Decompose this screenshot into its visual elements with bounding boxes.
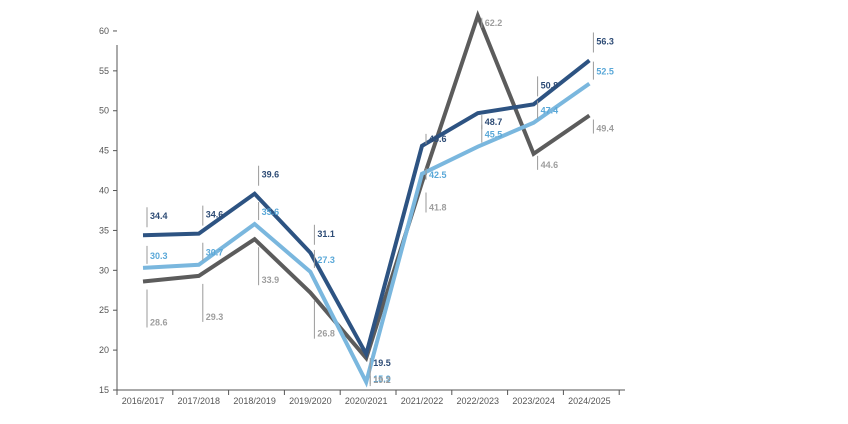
data-label: 34.6 [206, 210, 224, 220]
series-line-2 [142, 10, 591, 363]
series-line-1 [142, 81, 591, 388]
data-label: 62.2 [485, 18, 503, 28]
data-label: 29.3 [206, 312, 224, 322]
y-tick-label: 25 [99, 305, 109, 315]
series-line-0 [142, 58, 591, 360]
data-label: 30.3 [150, 251, 168, 261]
x-tick-label: 2016/2017 [122, 396, 165, 406]
data-label: 27.3 [317, 255, 335, 265]
data-label: 41.8 [429, 203, 447, 213]
data-label: 44.6 [541, 160, 559, 170]
data-label: 33.9 [262, 275, 280, 285]
data-label: 19.2 [373, 375, 391, 385]
x-tick-label: 2019/2020 [289, 396, 332, 406]
y-tick-label: 35 [99, 225, 109, 235]
data-label: 42.5 [429, 170, 447, 180]
y-tick-label: 55 [99, 66, 109, 76]
data-label: 30.7 [206, 248, 224, 258]
data-label: 48.7 [485, 117, 503, 127]
data-label: 47.4 [541, 106, 559, 116]
x-tick-label: 2024/2025 [568, 396, 611, 406]
x-tick-label: 2022/2023 [457, 396, 500, 406]
data-label: 34.4 [150, 211, 168, 221]
y-tick-label: 45 [99, 146, 109, 156]
y-tick-label: 15 [99, 385, 109, 395]
data-label: 35.6 [262, 207, 280, 217]
data-label: 15.9 [373, 374, 391, 384]
data-label: 28.6 [150, 317, 168, 327]
y-tick-label: 20 [99, 345, 109, 355]
y-tick-label: 30 [99, 265, 109, 275]
y-tick-label: 40 [99, 186, 109, 196]
data-label: 45.6 [429, 134, 447, 144]
x-tick-label: 2017/2018 [178, 396, 221, 406]
data-label: 26.8 [317, 329, 335, 339]
x-tick-label: 2021/2022 [401, 396, 444, 406]
x-tick-label: 2020/2021 [345, 396, 388, 406]
data-label: 19.5 [373, 358, 391, 368]
data-label: 31.1 [317, 229, 335, 239]
y-tick-label: 50 [99, 106, 109, 116]
data-label: 50.8 [541, 80, 559, 90]
y-tick-label: 60 [99, 26, 109, 36]
data-label: 56.3 [596, 36, 614, 46]
data-label: 39.6 [262, 170, 280, 180]
data-label: 49.4 [596, 124, 614, 134]
x-tick-label: 2018/2019 [233, 396, 276, 406]
data-label: 45.5 [485, 130, 503, 140]
data-label: 52.5 [596, 67, 614, 77]
x-tick-label: 2023/2024 [512, 396, 555, 406]
